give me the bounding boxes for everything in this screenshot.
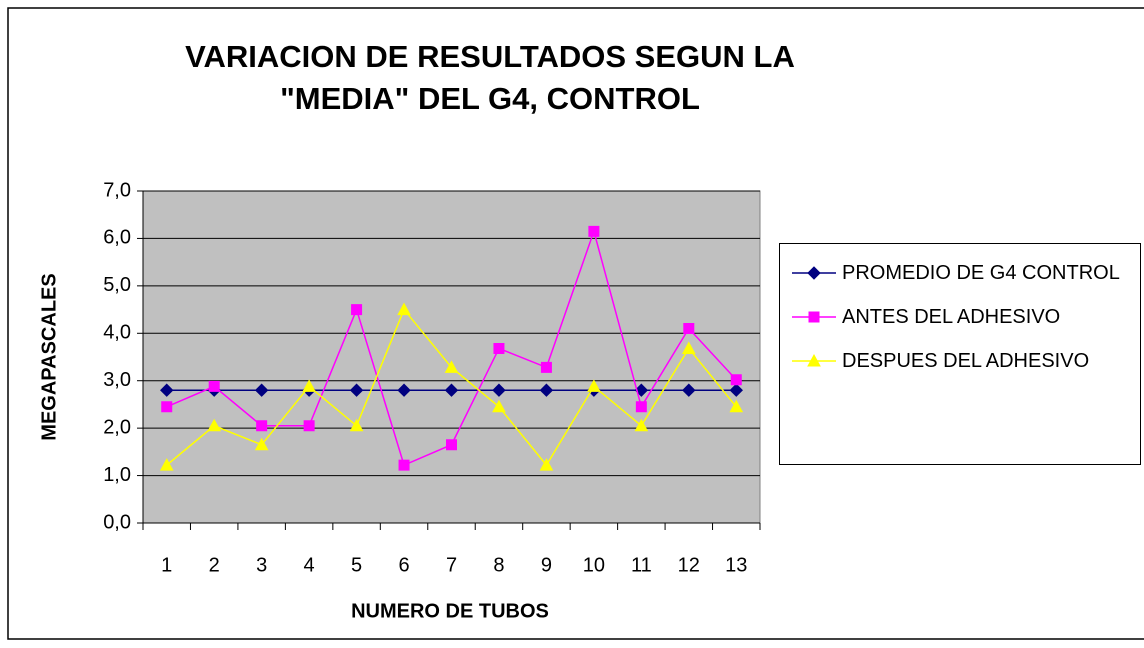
point: [539, 458, 554, 471]
point: [208, 380, 220, 392]
point: [588, 225, 600, 237]
legend-swatch: [792, 266, 836, 280]
x-axis-label: NUMERO DE TUBOS: [351, 600, 549, 622]
point: [681, 341, 696, 354]
y-tick-label: 6,0: [103, 227, 131, 249]
point: [349, 418, 364, 432]
y-tick-label: 5,0: [103, 274, 131, 296]
point: [683, 323, 695, 335]
legend-entry: DESPUES DEL ADHESIVO: [790, 348, 1140, 374]
legend-marker: [807, 266, 821, 280]
legend-marker: [807, 353, 821, 367]
point: [254, 383, 269, 397]
legend-label: DESPUES DEL ADHESIVO: [842, 350, 1090, 372]
point: [540, 361, 552, 373]
point: [303, 420, 315, 432]
point: [444, 383, 459, 397]
point: [254, 437, 269, 451]
plot-area: [142, 190, 761, 524]
legend-entry: PROMEDIO DE G4 CONTROL: [790, 260, 1140, 286]
y-tick-label: 0,0: [103, 511, 131, 533]
y-tick-label: 2,0: [103, 416, 131, 438]
x-tick-label: 7: [446, 554, 457, 576]
legend-label: PROMEDIO DE G4 CONTROL: [842, 262, 1120, 284]
point: [446, 439, 457, 451]
x-tick-label: 5: [351, 554, 362, 576]
x-tick-label: 9: [541, 554, 552, 576]
point: [398, 459, 410, 471]
x-tick-label: 1: [161, 554, 172, 576]
point: [729, 383, 743, 397]
legend-label: ANTES DEL ADHESIVO: [842, 306, 1061, 328]
legend-entry: ANTES DEL ADHESIVO: [790, 304, 1140, 330]
point: [397, 302, 411, 316]
point: [587, 379, 601, 392]
point: [492, 383, 506, 397]
x-tick-label: 6: [398, 554, 409, 576]
point: [207, 418, 222, 432]
chart-title: VARIACION DE RESULTADOS SEGUN LA "MEDIA"…: [185, 39, 795, 116]
point: [159, 458, 174, 471]
x-tick-label: 10: [583, 554, 605, 576]
point: [729, 399, 744, 413]
y-axis-label: MEGAPASCALES: [38, 273, 60, 440]
point: [351, 304, 363, 316]
x-tick-label: 11: [631, 554, 652, 576]
point: [161, 401, 173, 413]
y-tick-label: 1,0: [103, 464, 131, 486]
y-tick-label: 7,0: [103, 179, 131, 201]
x-tick-label: 8: [493, 554, 504, 576]
point: [635, 401, 647, 413]
x-tick-label: 13: [725, 554, 747, 576]
point: [539, 383, 554, 397]
point: [730, 374, 742, 386]
legend-swatch: [792, 311, 836, 323]
point: [256, 420, 268, 432]
y-tick-label: 3,0: [103, 369, 131, 391]
legend: PROMEDIO DE G4 CONTROL ANTES DEL ADHESIVO…: [779, 243, 1141, 465]
x-tick-label: 12: [678, 554, 700, 576]
legend-swatch: [792, 353, 836, 367]
legend-marker: [808, 311, 820, 323]
point: [492, 399, 506, 413]
point: [302, 379, 316, 392]
y-tick-label: 4,0: [103, 322, 131, 344]
point: [397, 383, 411, 397]
x-tick-label: 2: [209, 554, 220, 576]
point: [634, 418, 649, 432]
point: [493, 342, 505, 354]
x-tick-label: 3: [256, 554, 267, 576]
point: [682, 383, 696, 397]
point: [444, 360, 459, 373]
x-tick-label: 4: [304, 554, 315, 576]
point: [160, 383, 174, 397]
point: [349, 383, 364, 397]
